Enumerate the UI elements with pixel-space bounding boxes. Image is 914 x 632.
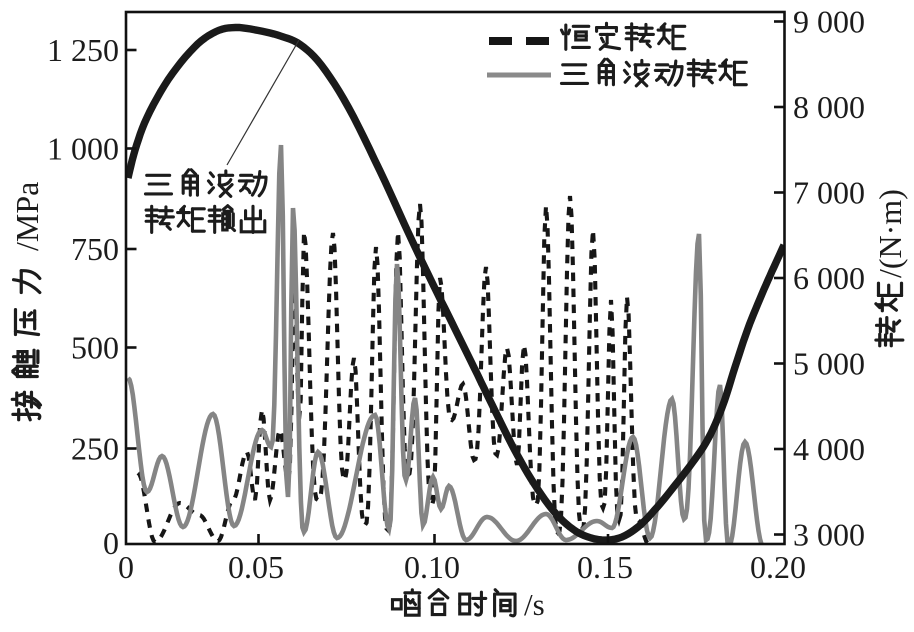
svg-text:0.05: 0.05: [228, 549, 284, 585]
svg-text:4 000: 4 000: [793, 431, 865, 467]
svg-text:/(N·m): /(N·m): [872, 189, 908, 278]
svg-text:250: 250: [71, 431, 119, 467]
svg-text:/s: /s: [524, 587, 545, 622]
svg-text:5 000: 5 000: [793, 346, 865, 382]
svg-text:0.15: 0.15: [577, 549, 633, 585]
svg-text:6 000: 6 000: [793, 260, 865, 296]
svg-text:0.10: 0.10: [404, 549, 460, 585]
svg-text:0: 0: [103, 525, 119, 561]
svg-text:1 000: 1 000: [47, 131, 119, 167]
svg-text:500: 500: [71, 330, 119, 366]
svg-text:750: 750: [71, 231, 119, 267]
svg-text:1 250: 1 250: [47, 32, 119, 68]
svg-text:0: 0: [118, 549, 134, 585]
svg-text:9 000: 9 000: [793, 4, 865, 40]
svg-text:7 000: 7 000: [793, 175, 865, 211]
svg-text:/MPa: /MPa: [9, 182, 45, 251]
svg-text:0.20: 0.20: [750, 549, 806, 585]
svg-text:3 000: 3 000: [793, 517, 865, 553]
svg-text:8 000: 8 000: [793, 89, 865, 125]
